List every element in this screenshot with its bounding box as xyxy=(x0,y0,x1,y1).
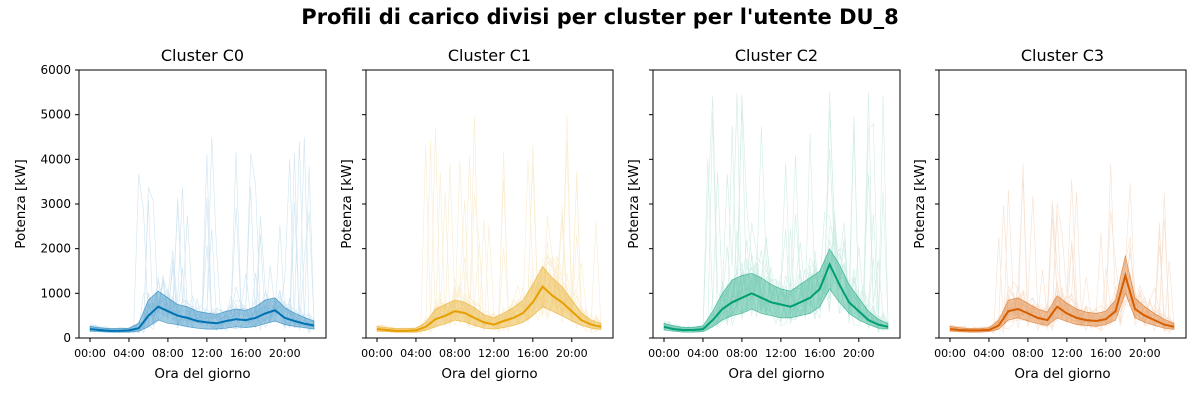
panel-2: 00:00 04:00 08:00 12:00 16:00 20:00 Cluster C2… xyxy=(626,46,901,382)
x-tick-label: 00:00 xyxy=(648,347,680,360)
daily-trace xyxy=(663,96,889,332)
y-tick-label: 2000 xyxy=(40,242,71,256)
x-tick-label: 08:00 xyxy=(439,347,471,360)
panel-title: Cluster C2 xyxy=(735,46,818,65)
x-tick-label: 20:00 xyxy=(556,347,588,360)
daily-trace xyxy=(663,148,889,331)
y-tick-label: 4000 xyxy=(40,152,71,166)
confidence-band xyxy=(663,247,889,333)
figure-title: Profili di carico divisi per cluster per… xyxy=(301,5,898,29)
x-tick-label: 16:00 xyxy=(517,347,549,360)
daily-trace xyxy=(89,136,315,333)
y-tick-label: 0 xyxy=(63,331,71,345)
mean-line xyxy=(89,305,315,332)
mean-line xyxy=(376,285,602,332)
x-axis-label: Ora del giorno xyxy=(154,366,250,382)
daily-trace xyxy=(89,166,315,334)
x-axis-label: Ora del giorno xyxy=(728,366,824,382)
x-tick-label: 16:00 xyxy=(804,347,836,360)
x-tick-label: 08:00 xyxy=(1012,347,1044,360)
daily-trace xyxy=(949,189,1175,334)
y-axis-label: Potenza [kW] xyxy=(339,159,355,248)
x-tick-label: 00:00 xyxy=(361,347,393,360)
panel-3: 00:00 04:00 08:00 12:00 16:00 20:00 Cluster C3… xyxy=(912,46,1187,382)
daily-trace xyxy=(663,172,889,332)
x-tick-label: 16:00 xyxy=(1090,347,1122,360)
x-tick-label: 04:00 xyxy=(113,347,145,360)
daily-trace xyxy=(663,158,889,333)
daily-trace xyxy=(376,128,602,333)
x-tick-label: 20:00 xyxy=(269,347,301,360)
daily-trace xyxy=(89,197,315,331)
x-tick-label: 16:00 xyxy=(230,347,262,360)
x-tick-label: 12:00 xyxy=(478,347,510,360)
y-axis-label: Potenza [kW] xyxy=(912,159,928,248)
daily-trace xyxy=(949,163,1175,333)
y-axis-label: Potenza [kW] xyxy=(13,159,29,248)
x-tick-label: 12:00 xyxy=(765,347,797,360)
daily-trace xyxy=(89,159,315,334)
mean-line xyxy=(949,271,1175,332)
x-tick-label: 08:00 xyxy=(152,347,184,360)
daily-trace xyxy=(663,92,889,334)
x-tick-label: 08:00 xyxy=(726,347,758,360)
y-tick-label: 1000 xyxy=(40,286,71,300)
x-tick-label: 00:00 xyxy=(74,347,106,360)
daily-trace xyxy=(949,205,1175,335)
x-tick-label: 20:00 xyxy=(843,347,875,360)
y-tick-label: 5000 xyxy=(40,108,71,122)
x-tick-label: 20:00 xyxy=(1129,347,1161,360)
x-axis-label: Ora del giorno xyxy=(441,366,537,382)
panel-1: 00:00 04:00 08:00 12:00 16:00 20:00 Cluster C1… xyxy=(339,46,614,382)
daily-trace xyxy=(89,154,315,334)
y-tick-label: 3000 xyxy=(40,197,71,211)
panel-title: Cluster C1 xyxy=(448,46,531,65)
daily-trace xyxy=(949,218,1175,334)
daily-trace xyxy=(663,123,889,333)
confidence-band xyxy=(89,290,315,333)
mean-line xyxy=(663,261,889,331)
x-tick-label: 00:00 xyxy=(934,347,966,360)
daily-trace xyxy=(949,240,1175,334)
daily-trace xyxy=(376,154,602,333)
x-tick-label: 04:00 xyxy=(400,347,432,360)
daily-trace xyxy=(376,114,602,334)
y-tick-label: 6000 xyxy=(40,63,71,77)
x-axis-label: Ora del giorno xyxy=(1014,366,1110,382)
panel-title: Cluster C0 xyxy=(161,46,244,65)
panel-title: Cluster C3 xyxy=(1021,46,1104,65)
panel-0: 0 1000 2000 3000 4000 5000 6000 00:00 04:00 08:00… xyxy=(13,46,327,382)
x-tick-label: 12:00 xyxy=(1051,347,1083,360)
x-tick-label: 12:00 xyxy=(191,347,223,360)
daily-trace xyxy=(663,111,889,333)
daily-trace xyxy=(663,109,889,333)
x-tick-label: 04:00 xyxy=(687,347,719,360)
daily-trace xyxy=(663,94,889,333)
confidence-band xyxy=(376,265,602,333)
x-tick-label: 04:00 xyxy=(973,347,1005,360)
y-axis-label: Potenza [kW] xyxy=(626,159,642,248)
